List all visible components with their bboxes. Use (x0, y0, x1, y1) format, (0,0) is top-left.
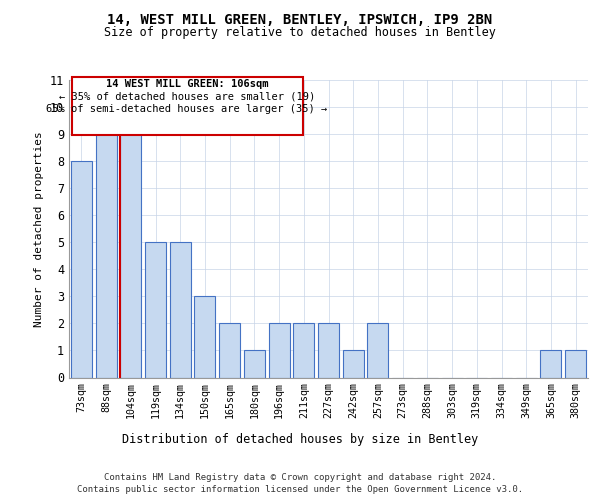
Text: ← 35% of detached houses are smaller (19): ← 35% of detached houses are smaller (19… (59, 91, 315, 101)
Bar (170, 242, 191, 378)
Bar (145, 242, 166, 378)
Bar (367, 324, 388, 378)
Text: 14 WEST MILL GREEN: 106sqm: 14 WEST MILL GREEN: 106sqm (106, 79, 268, 89)
Bar (120, 134, 141, 378)
Bar (71, 161, 92, 378)
Bar (541, 350, 562, 378)
Bar (269, 324, 290, 378)
Text: 65% of semi-detached houses are larger (35) →: 65% of semi-detached houses are larger (… (46, 104, 328, 114)
Text: 14, WEST MILL GREEN, BENTLEY, IPSWICH, IP9 2BN: 14, WEST MILL GREEN, BENTLEY, IPSWICH, I… (107, 12, 493, 26)
Bar (95, 134, 116, 378)
Text: Size of property relative to detached houses in Bentley: Size of property relative to detached ho… (104, 26, 496, 39)
Text: Distribution of detached houses by size in Bentley: Distribution of detached houses by size … (122, 432, 478, 446)
Y-axis label: Number of detached properties: Number of detached properties (34, 131, 44, 326)
Bar (343, 350, 364, 378)
Bar (318, 324, 339, 378)
Bar (244, 350, 265, 378)
Bar (293, 324, 314, 378)
Bar (194, 296, 215, 378)
Bar (219, 324, 240, 378)
Bar (565, 350, 586, 378)
FancyBboxPatch shape (71, 77, 302, 135)
Text: Contains public sector information licensed under the Open Government Licence v3: Contains public sector information licen… (77, 485, 523, 494)
Text: Contains HM Land Registry data © Crown copyright and database right 2024.: Contains HM Land Registry data © Crown c… (104, 472, 496, 482)
